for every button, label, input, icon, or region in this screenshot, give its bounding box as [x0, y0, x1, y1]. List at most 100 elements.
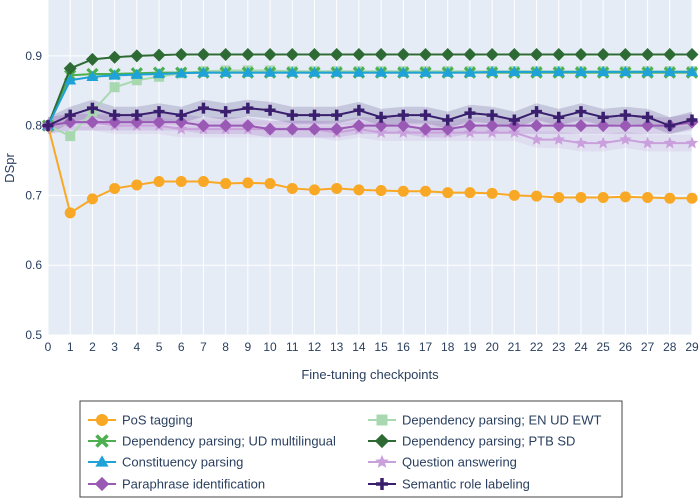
- data-point: [331, 109, 343, 121]
- data-point: [175, 175, 187, 187]
- data-point: [286, 182, 298, 194]
- data-point: [130, 68, 143, 79]
- data-point: [308, 66, 321, 77]
- data-point: [575, 106, 587, 118]
- data-point: [507, 119, 521, 133]
- data-point: [241, 47, 255, 61]
- data-point: [153, 67, 166, 79]
- data-point: [531, 190, 543, 202]
- data-point: [530, 47, 544, 61]
- data-point: [663, 136, 676, 149]
- legend-label: Semantic role labeling: [402, 477, 530, 492]
- legend-item: Paraphrase identification: [88, 477, 265, 492]
- data-point: [553, 111, 565, 123]
- data-point: [263, 122, 277, 136]
- data-point: [397, 109, 409, 121]
- data-point: [552, 47, 566, 61]
- x-tick-label: 11: [286, 340, 299, 354]
- data-point: [574, 119, 588, 133]
- x-tick-label: 21: [508, 340, 522, 354]
- legend-item: PoS tagging: [88, 413, 193, 428]
- data-point: [109, 109, 121, 121]
- data-point: [419, 66, 432, 77]
- data-point: [486, 109, 498, 121]
- data-point: [553, 192, 565, 204]
- data-point: [352, 47, 366, 61]
- data-point: [152, 48, 166, 62]
- legend-label: Dependency parsing; UD multilingual: [122, 434, 336, 449]
- data-point: [264, 178, 276, 190]
- data-point: [397, 66, 410, 77]
- data-point: [508, 65, 521, 77]
- data-point: [42, 120, 54, 132]
- data-point: [86, 193, 98, 205]
- data-point: [486, 65, 499, 77]
- x-tick-label: 22: [530, 340, 544, 354]
- data-point: [109, 182, 121, 194]
- data-point: [597, 65, 610, 77]
- data-point: [642, 111, 654, 123]
- data-point: [175, 109, 187, 121]
- x-tick-label: 2: [89, 340, 96, 354]
- data-point: [353, 104, 365, 116]
- data-point: [108, 50, 122, 64]
- data-point: [464, 107, 476, 119]
- data-point: [285, 122, 299, 136]
- x-tick-label: 24: [574, 340, 588, 354]
- data-point: [619, 133, 632, 145]
- legend-box: [79, 400, 623, 498]
- data-point: [552, 65, 565, 77]
- data-point: [65, 131, 76, 142]
- data-point: [196, 119, 210, 133]
- data-point: [220, 178, 232, 190]
- data-point: [241, 66, 254, 77]
- y-tick-label: 0.9: [25, 49, 42, 63]
- data-point: [441, 66, 454, 77]
- data-point: [663, 47, 677, 61]
- x-tick-label: 16: [397, 340, 411, 354]
- legend-swatch-marker: [95, 455, 109, 467]
- data-point: [552, 133, 565, 145]
- legend-label: Question answering: [402, 455, 517, 470]
- data-point: [175, 67, 188, 78]
- legend-item: Semantic role labeling: [368, 477, 530, 492]
- x-axis-title: Fine-tuning checkpoints: [301, 367, 439, 382]
- data-point: [508, 114, 520, 126]
- data-point: [396, 47, 410, 61]
- legend-swatch-marker: [376, 414, 388, 426]
- data-point: [153, 106, 165, 118]
- data-point: [685, 136, 699, 149]
- data-point: [641, 47, 655, 61]
- legend-swatch-marker: [95, 434, 109, 448]
- data-point: [308, 109, 320, 121]
- data-point: [263, 47, 277, 61]
- data-point: [663, 65, 676, 77]
- data-point: [352, 119, 366, 133]
- y-tick-label: 0.7: [25, 188, 42, 202]
- data-point: [441, 122, 455, 136]
- data-point: [664, 192, 676, 204]
- legend-swatch-marker: [94, 476, 110, 492]
- data-point: [241, 119, 255, 133]
- data-point: [242, 102, 254, 114]
- data-point: [131, 75, 142, 86]
- data-point: [396, 119, 410, 133]
- data-point: [86, 102, 98, 114]
- x-tick-label: 18: [441, 340, 455, 354]
- x-tick-label: 28: [663, 340, 677, 354]
- data-point: [153, 175, 165, 187]
- x-tick-label: 12: [308, 340, 322, 354]
- data-point: [109, 82, 120, 93]
- data-point: [641, 65, 654, 77]
- data-point: [619, 65, 632, 77]
- data-point: [530, 119, 544, 133]
- data-point: [619, 191, 631, 203]
- x-tick-label: 15: [374, 340, 388, 354]
- data-point: [463, 47, 477, 61]
- legend-label: Dependency parsing; PTB SD: [402, 434, 575, 449]
- data-point: [530, 133, 543, 145]
- legend-item: Dependency parsing; EN UD EWT: [368, 413, 601, 428]
- x-tick-label: 1: [67, 340, 74, 354]
- data-point: [130, 49, 144, 63]
